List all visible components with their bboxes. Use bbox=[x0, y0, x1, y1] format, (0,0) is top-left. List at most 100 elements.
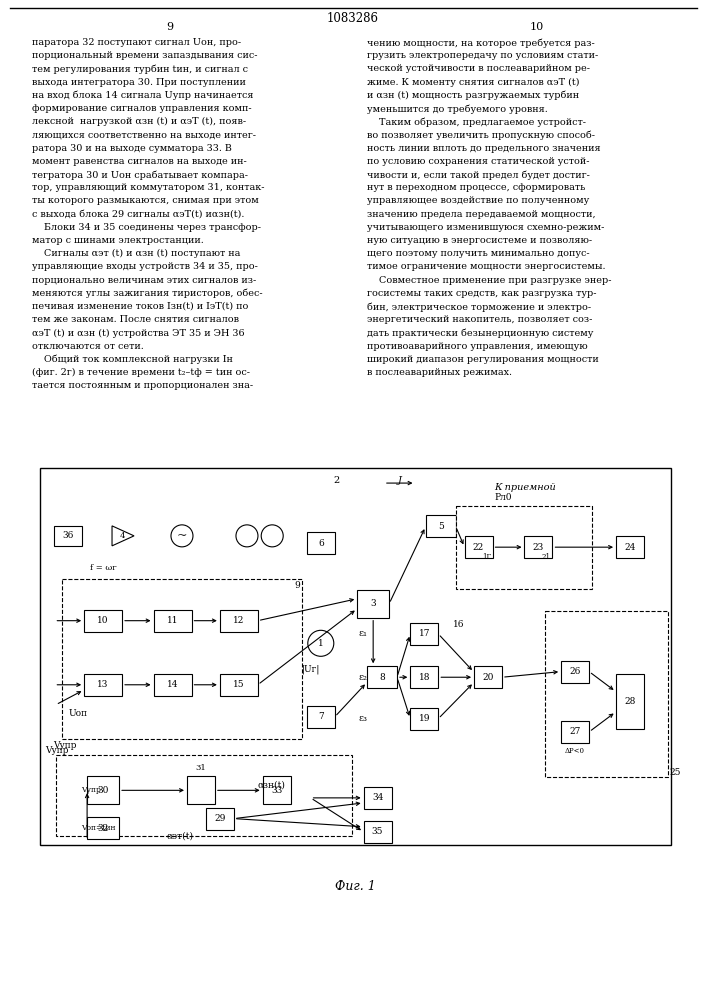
Bar bbox=[474, 666, 502, 688]
Bar bbox=[363, 821, 392, 843]
Bar bbox=[40, 468, 671, 845]
Text: щего поэтому получить минимально допус-: щего поэтому получить минимально допус- bbox=[367, 249, 590, 258]
Text: 25: 25 bbox=[670, 768, 682, 777]
Text: 23: 23 bbox=[533, 543, 544, 552]
Bar bbox=[307, 706, 335, 728]
Text: 14: 14 bbox=[167, 680, 178, 689]
Text: чению мощности, на которое требуется раз-: чению мощности, на которое требуется раз… bbox=[367, 38, 595, 47]
Text: Vоп=tин: Vоп=tин bbox=[81, 824, 116, 832]
Text: 36: 36 bbox=[63, 531, 74, 540]
Bar bbox=[367, 666, 397, 688]
Text: 28: 28 bbox=[624, 697, 636, 706]
Text: широкий диапазон регулирования мощности: широкий диапазон регулирования мощности bbox=[367, 355, 599, 364]
Text: Совместное применение при разгрузке энер-: Совместное применение при разгрузке энер… bbox=[367, 276, 612, 285]
Bar bbox=[206, 808, 234, 830]
Circle shape bbox=[261, 525, 284, 547]
Text: 4: 4 bbox=[119, 532, 124, 540]
Bar bbox=[220, 674, 258, 696]
Text: ε₃: ε₃ bbox=[358, 714, 368, 723]
Text: 12: 12 bbox=[233, 616, 245, 625]
Text: 16: 16 bbox=[453, 620, 464, 629]
Text: чивости и, если такой предел будет достиг-: чивости и, если такой предел будет дости… bbox=[367, 170, 590, 180]
Text: учитывающего изменившуюся схемно-режим-: учитывающего изменившуюся схемно-режим- bbox=[367, 223, 604, 232]
Text: 11: 11 bbox=[167, 616, 178, 625]
Bar bbox=[457, 506, 592, 589]
Bar bbox=[561, 661, 589, 683]
Bar bbox=[410, 708, 438, 730]
Bar bbox=[187, 776, 215, 804]
Text: 10: 10 bbox=[530, 22, 544, 32]
Text: 1083286: 1083286 bbox=[327, 12, 379, 25]
Polygon shape bbox=[112, 526, 134, 546]
Text: 24: 24 bbox=[624, 543, 636, 552]
Text: тем же законам. После снятия сигналов: тем же законам. После снятия сигналов bbox=[32, 315, 239, 324]
Text: 8: 8 bbox=[379, 673, 385, 682]
Text: |Uг|: |Uг| bbox=[302, 665, 320, 674]
Text: 13: 13 bbox=[98, 680, 109, 689]
Bar bbox=[525, 536, 552, 558]
Text: ты которого размыкаются, снимая при этом: ты которого размыкаются, снимая при этом bbox=[32, 196, 259, 205]
Text: противоаварийного управления, имеющую: противоаварийного управления, имеющую bbox=[367, 342, 588, 351]
Text: по условию сохранения статической устой-: по условию сохранения статической устой- bbox=[367, 157, 590, 166]
Text: 5: 5 bbox=[438, 522, 443, 531]
Text: (фиг. 2г) в течение времени t₂–tф = tин ос-: (фиг. 2г) в течение времени t₂–tф = tин … bbox=[32, 368, 250, 377]
Text: 1: 1 bbox=[318, 639, 324, 648]
Text: 20: 20 bbox=[482, 673, 493, 682]
Text: тем регулирования турбин tин, и сигнал с: тем регулирования турбин tин, и сигнал с bbox=[32, 64, 248, 74]
Text: αэТ (t) и αзн (t) устройства ЭТ 35 и ЭН 36: αэТ (t) и αзн (t) устройства ЭТ 35 и ЭН … bbox=[32, 328, 245, 338]
Text: Рл0: Рл0 bbox=[494, 493, 512, 502]
Text: порционально величинам этих сигналов из-: порционально величинам этих сигналов из- bbox=[32, 276, 256, 285]
Text: Vупр: Vупр bbox=[52, 741, 76, 750]
Text: ность линии вплоть до предельного значения: ность линии вплоть до предельного значен… bbox=[367, 144, 601, 153]
Text: 9: 9 bbox=[166, 22, 173, 32]
Bar bbox=[84, 610, 122, 632]
Text: управляющее воздействие по полученному: управляющее воздействие по полученному bbox=[367, 196, 589, 205]
Bar bbox=[56, 755, 352, 836]
Bar bbox=[262, 776, 291, 804]
Text: f = ωг: f = ωг bbox=[90, 564, 117, 572]
Text: 3: 3 bbox=[370, 599, 376, 608]
Text: К приемной: К приемной bbox=[494, 483, 556, 492]
Text: 29: 29 bbox=[214, 814, 226, 823]
Text: ляющихся соответственно на выходе интег-: ляющихся соответственно на выходе интег- bbox=[32, 130, 256, 139]
Text: ε₁: ε₁ bbox=[358, 629, 368, 638]
Text: 9: 9 bbox=[294, 581, 300, 590]
Bar bbox=[616, 536, 644, 558]
Circle shape bbox=[171, 525, 193, 547]
Text: 17: 17 bbox=[419, 629, 430, 638]
Text: управляющие входы устройств 34 и 35, про-: управляющие входы устройств 34 и 35, про… bbox=[32, 262, 258, 271]
Bar bbox=[307, 532, 335, 554]
Bar bbox=[357, 590, 389, 618]
Text: ческой устойчивости в послеаварийном ре-: ческой устойчивости в послеаварийном ре- bbox=[367, 64, 590, 73]
Text: Сигналы αэт (t) и αзн (t) поступают на: Сигналы αэт (t) и αзн (t) поступают на bbox=[32, 249, 240, 258]
Text: 26: 26 bbox=[569, 667, 580, 676]
Text: Vупр: Vупр bbox=[81, 786, 101, 794]
Text: энергетический накопитель, позволяет соз-: энергетический накопитель, позволяет соз… bbox=[367, 315, 592, 324]
Bar bbox=[464, 536, 493, 558]
Text: Блоки 34 и 35 соединены через трансфор-: Блоки 34 и 35 соединены через трансфор- bbox=[32, 223, 261, 232]
Bar bbox=[410, 666, 438, 688]
Bar bbox=[426, 515, 456, 537]
Text: момент равенства сигналов на выходе ин-: момент равенства сигналов на выходе ин- bbox=[32, 157, 247, 166]
Text: порциональный времени запаздывания сис-: порциональный времени запаздывания сис- bbox=[32, 51, 257, 60]
Text: ΔP<0: ΔP<0 bbox=[565, 747, 585, 755]
Bar bbox=[62, 579, 302, 739]
Bar bbox=[545, 611, 668, 777]
Text: во позволяет увеличить пропускную способ-: во позволяет увеличить пропускную способ… bbox=[367, 130, 595, 140]
Text: 27: 27 bbox=[569, 727, 580, 736]
Bar bbox=[561, 721, 589, 743]
Text: матор с шинами электростанции.: матор с шинами электростанции. bbox=[32, 236, 204, 245]
Text: выхода интегратора 30. При поступлении: выхода интегратора 30. При поступлении bbox=[32, 78, 246, 87]
Text: печивая изменение токов Iзн(t) и IэТ(t) по: печивая изменение токов Iзн(t) и IэТ(t) … bbox=[32, 302, 248, 311]
Text: 7: 7 bbox=[318, 712, 324, 721]
Text: жиме. К моменту снятия сигналов αэТ (t): жиме. К моменту снятия сигналов αэТ (t) bbox=[367, 78, 580, 87]
Bar bbox=[84, 674, 122, 696]
Text: тимое ограничение мощности энергосистемы.: тимое ограничение мощности энергосистемы… bbox=[367, 262, 605, 271]
Text: госистемы таких средств, как разгрузка тур-: госистемы таких средств, как разгрузка т… bbox=[367, 289, 597, 298]
Text: значению предела передаваемой мощности,: значению предела передаваемой мощности, bbox=[367, 210, 595, 219]
Text: с выхода блока 29 сигналы αэТ(t) иαзн(t).: с выхода блока 29 сигналы αэТ(t) иαзн(t)… bbox=[32, 210, 245, 219]
Text: ~: ~ bbox=[177, 529, 187, 542]
Text: формирование сигналов управления комп-: формирование сигналов управления комп- bbox=[32, 104, 252, 113]
Bar bbox=[363, 787, 392, 809]
Text: меняются углы зажигания тиристоров, обес-: меняются углы зажигания тиристоров, обес… bbox=[32, 289, 262, 298]
